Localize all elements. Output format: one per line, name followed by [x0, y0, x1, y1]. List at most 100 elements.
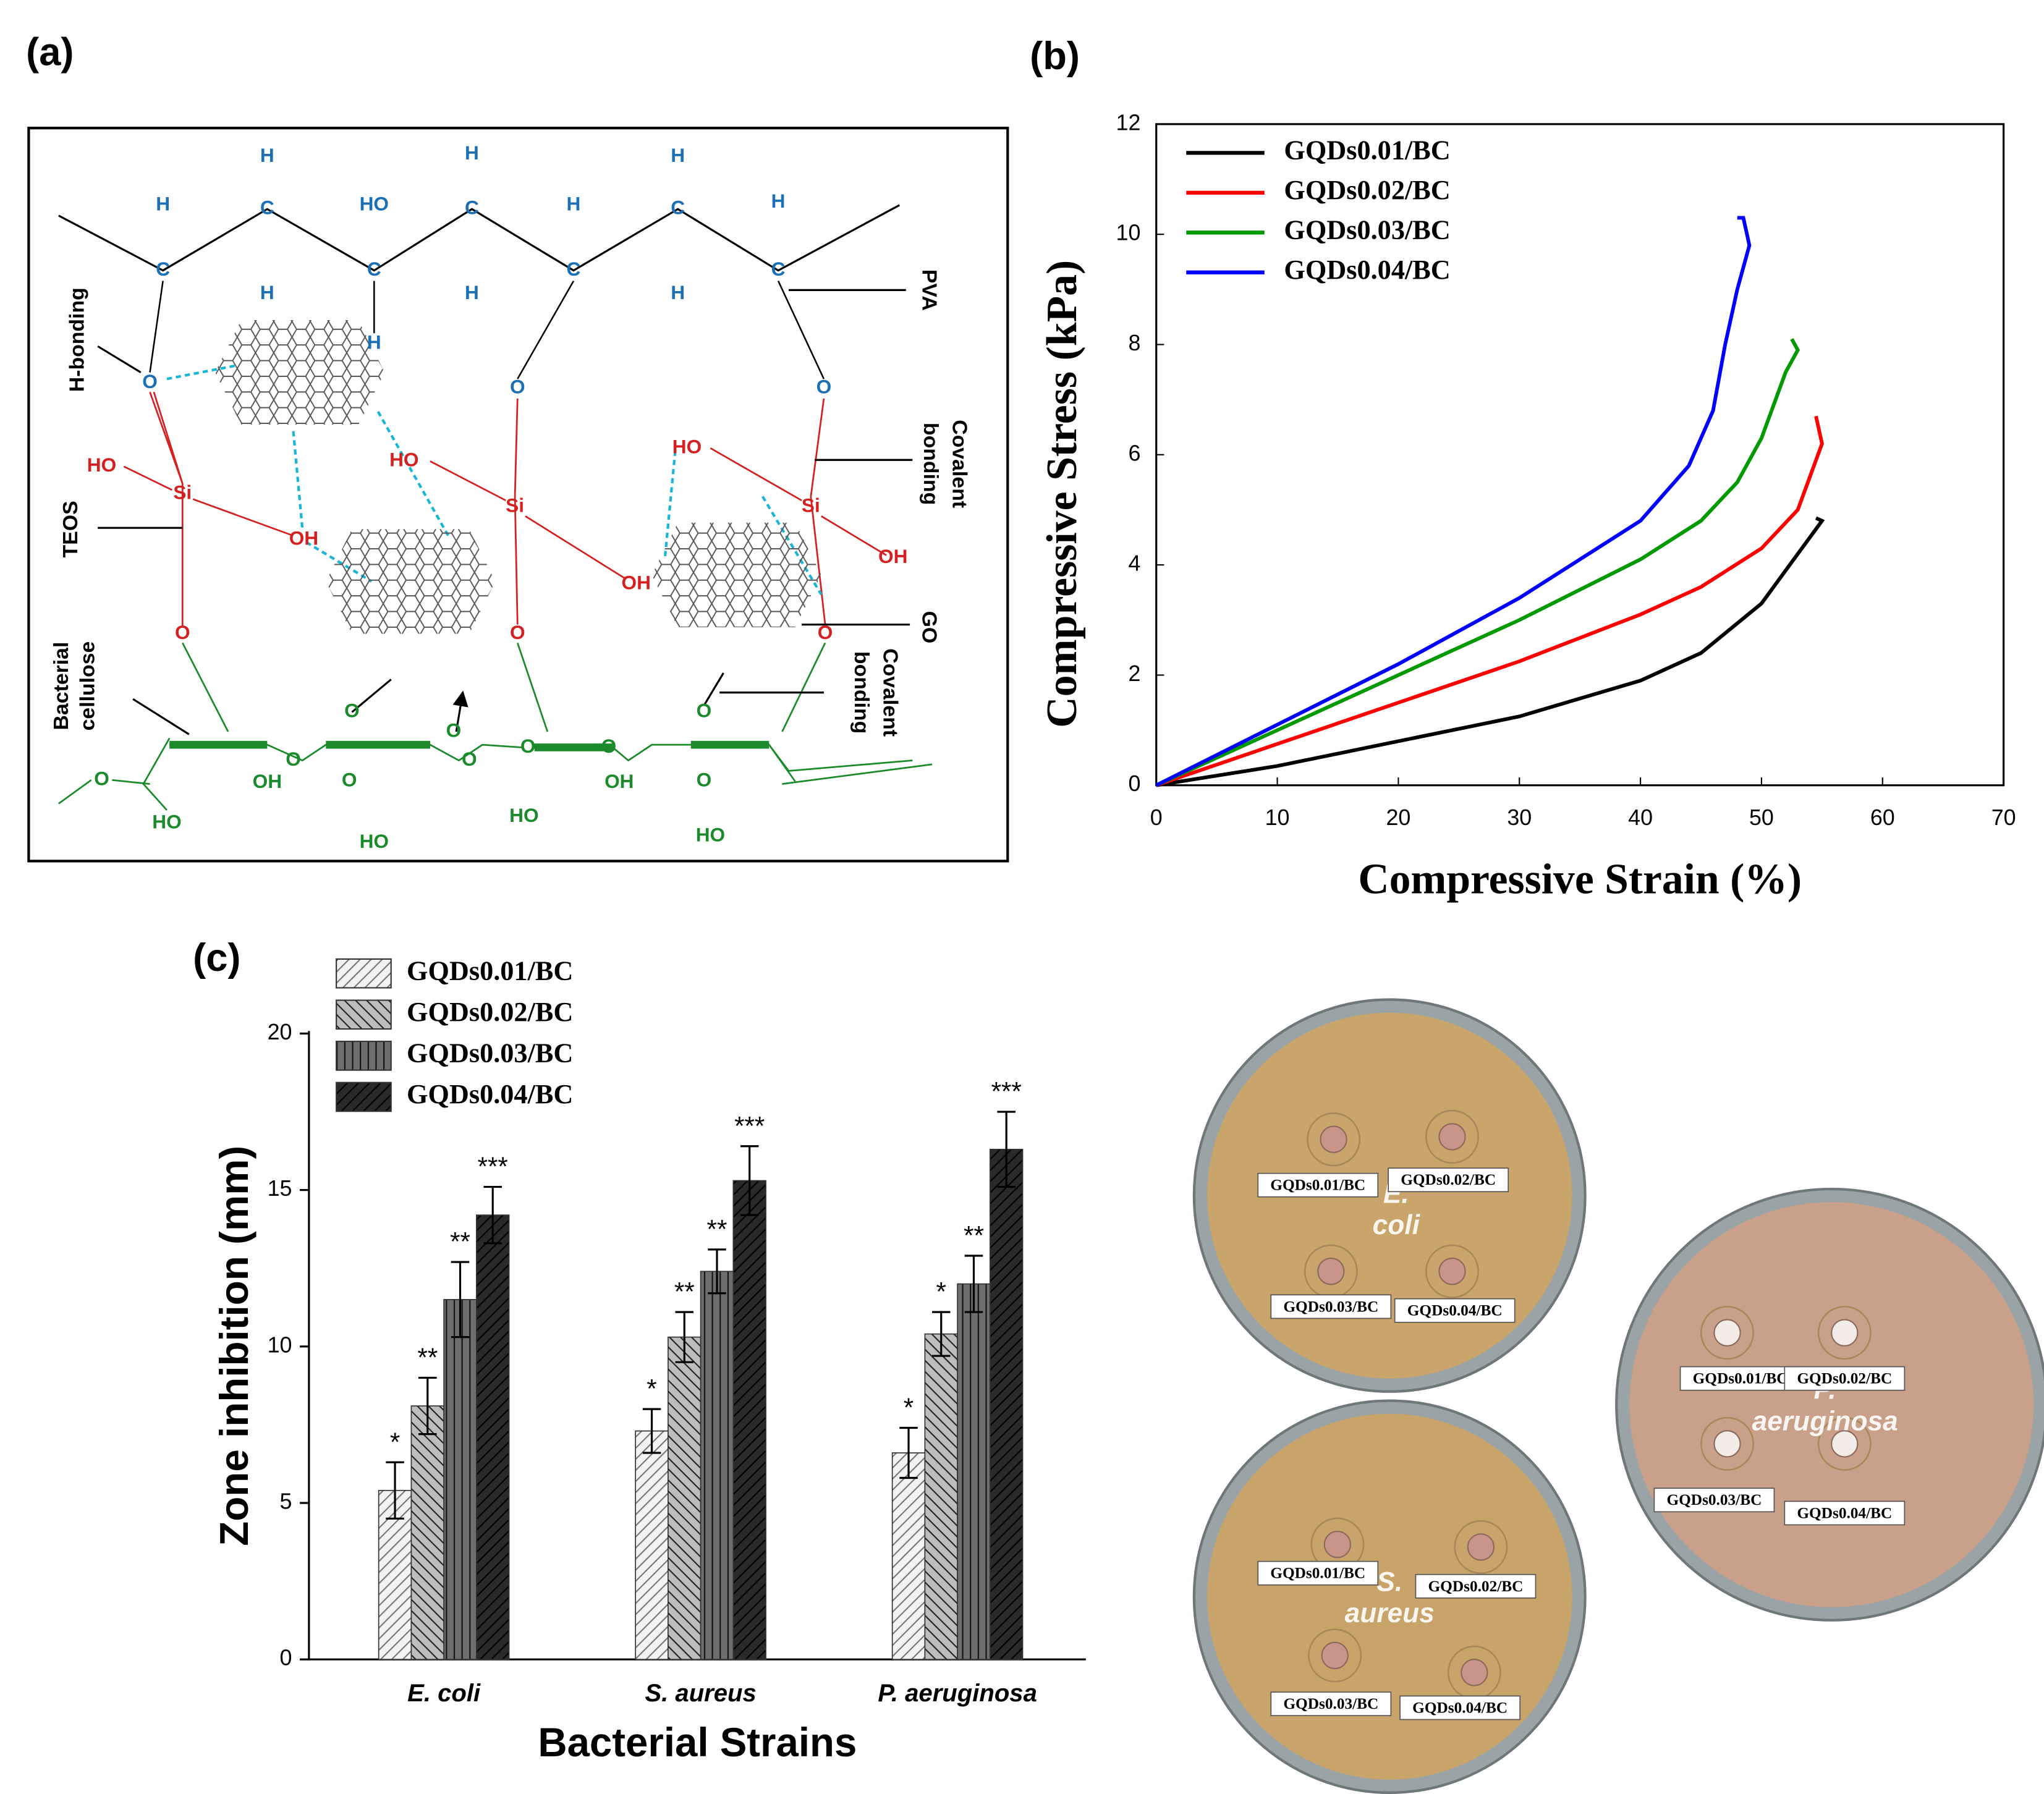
bar — [635, 1430, 669, 1661]
sample-label: GQDs0.01/BC — [1270, 1565, 1365, 1582]
significance-label: * — [647, 1374, 656, 1403]
y-tick-label: 2 — [1128, 661, 1140, 686]
inhibition-zone — [1700, 1306, 1754, 1360]
atom-label: HO — [360, 192, 389, 214]
error-bar — [418, 1376, 437, 1436]
atom-label: HO — [87, 454, 116, 476]
sample-label-box — [1679, 1366, 1801, 1391]
atom-label: HO — [672, 436, 702, 458]
atom-label: O — [816, 375, 832, 397]
legend-swatch — [336, 958, 392, 989]
atom-label: O — [344, 700, 360, 722]
bar — [410, 1405, 444, 1661]
diagram-label: cellulose — [75, 641, 99, 731]
sample-label: GQDs0.01/BC — [1270, 1177, 1365, 1194]
significance-label: * — [936, 1277, 946, 1306]
sample-disc — [1321, 1641, 1349, 1670]
sample-label-box — [1257, 1560, 1379, 1586]
sample-label: GQDs0.01/BC — [1693, 1370, 1788, 1387]
data-line — [1155, 415, 1824, 787]
significance-label: ** — [450, 1227, 470, 1256]
sample-disc — [1438, 1258, 1466, 1285]
legend-label: GQDs0.02/BC — [1284, 174, 1450, 205]
x-tick-label: 20 — [1386, 805, 1410, 830]
error-bar — [675, 1311, 694, 1363]
atom-label: C — [260, 197, 274, 219]
atom-label: H — [465, 142, 479, 164]
legend-label: GQDs0.03/BC — [1284, 214, 1450, 245]
atom-label: Si — [506, 494, 524, 517]
legend-label: GQDs0.04/BC — [407, 1078, 573, 1109]
atom-label: O — [510, 375, 525, 397]
bar — [891, 1452, 926, 1661]
sample-disc — [1323, 1530, 1352, 1559]
atom-label: OH — [622, 571, 651, 593]
legend-label: GQDs0.01/BC — [407, 955, 573, 986]
atom-label: O — [510, 621, 525, 643]
y-axis-label: Zone inhibition (mm) — [211, 1146, 257, 1546]
sample-disc — [1438, 1123, 1466, 1151]
organism-label: aeruginosa — [1752, 1406, 1898, 1436]
diagram — [27, 127, 1009, 863]
y-tick-label: 5 — [280, 1489, 292, 1513]
sample-disc — [1831, 1319, 1859, 1347]
diagram-frame — [27, 127, 1009, 863]
bond — [123, 391, 887, 627]
atom-label: H — [771, 190, 786, 212]
sample-label-box — [1653, 1487, 1775, 1513]
atom-label: H — [567, 192, 581, 214]
atom-label: Si — [173, 481, 192, 504]
error-bar — [483, 1185, 502, 1245]
organism-label: coli — [1373, 1210, 1421, 1240]
inhibition-zone — [1308, 1628, 1362, 1683]
bar — [700, 1271, 734, 1661]
atom-label: C — [771, 258, 786, 280]
atom-label: H — [260, 144, 274, 166]
x-tick-label: 10 — [1265, 805, 1290, 830]
error-bar — [386, 1461, 404, 1520]
atom-label: OH — [604, 770, 634, 792]
panel-label: (c) — [193, 936, 240, 980]
inhibition-zone — [1454, 1520, 1508, 1574]
legend-label: GQDs0.02/BC — [407, 996, 573, 1027]
bar — [924, 1333, 958, 1661]
error-bar — [964, 1255, 983, 1313]
go-sheet — [326, 529, 496, 634]
significance-label: ** — [674, 1277, 695, 1306]
legend-label: GQDs0.04/BC — [1284, 254, 1450, 285]
x-tick-label: 30 — [1507, 805, 1532, 830]
sample-disc — [1320, 1125, 1347, 1153]
legend-label: GQDs0.01/BC — [1284, 135, 1450, 166]
error-bar — [899, 1426, 918, 1479]
sample-label-box — [1388, 1167, 1509, 1193]
diagram-label: Covalent — [948, 420, 971, 508]
x-axis-label: Bacterial Strains — [538, 1720, 857, 1765]
sample-label-box — [1257, 1172, 1379, 1198]
sample-disc — [1713, 1430, 1741, 1458]
diagram-label: H-bonding — [65, 287, 88, 392]
diagram-label: Covalent — [878, 648, 902, 737]
diagram-label: bonding — [850, 651, 873, 734]
x-tick-label: 40 — [1628, 805, 1653, 830]
significance-label: * — [390, 1428, 400, 1457]
atom-label: O — [286, 748, 301, 770]
bar — [476, 1214, 510, 1661]
agar — [1206, 1012, 1572, 1379]
pva-chain — [58, 204, 900, 272]
atom-label: O — [446, 719, 462, 741]
sample-label: GQDs0.02/BC — [1797, 1370, 1892, 1387]
atom-label: OH — [253, 770, 282, 792]
sample-label-box — [1784, 1500, 1906, 1526]
sample-label-box — [1270, 1691, 1392, 1716]
error-bar — [642, 1408, 661, 1454]
sample-label: GQDs0.03/BC — [1666, 1491, 1762, 1508]
arrow — [97, 289, 913, 735]
atom-label: OH — [289, 527, 318, 549]
y-tick-label: 10 — [268, 1332, 292, 1357]
bond — [149, 280, 825, 379]
atom-label: O — [601, 735, 617, 757]
error-bar — [997, 1111, 1016, 1188]
x-tick-label: 60 — [1870, 805, 1895, 830]
atom-label: C — [671, 197, 685, 219]
